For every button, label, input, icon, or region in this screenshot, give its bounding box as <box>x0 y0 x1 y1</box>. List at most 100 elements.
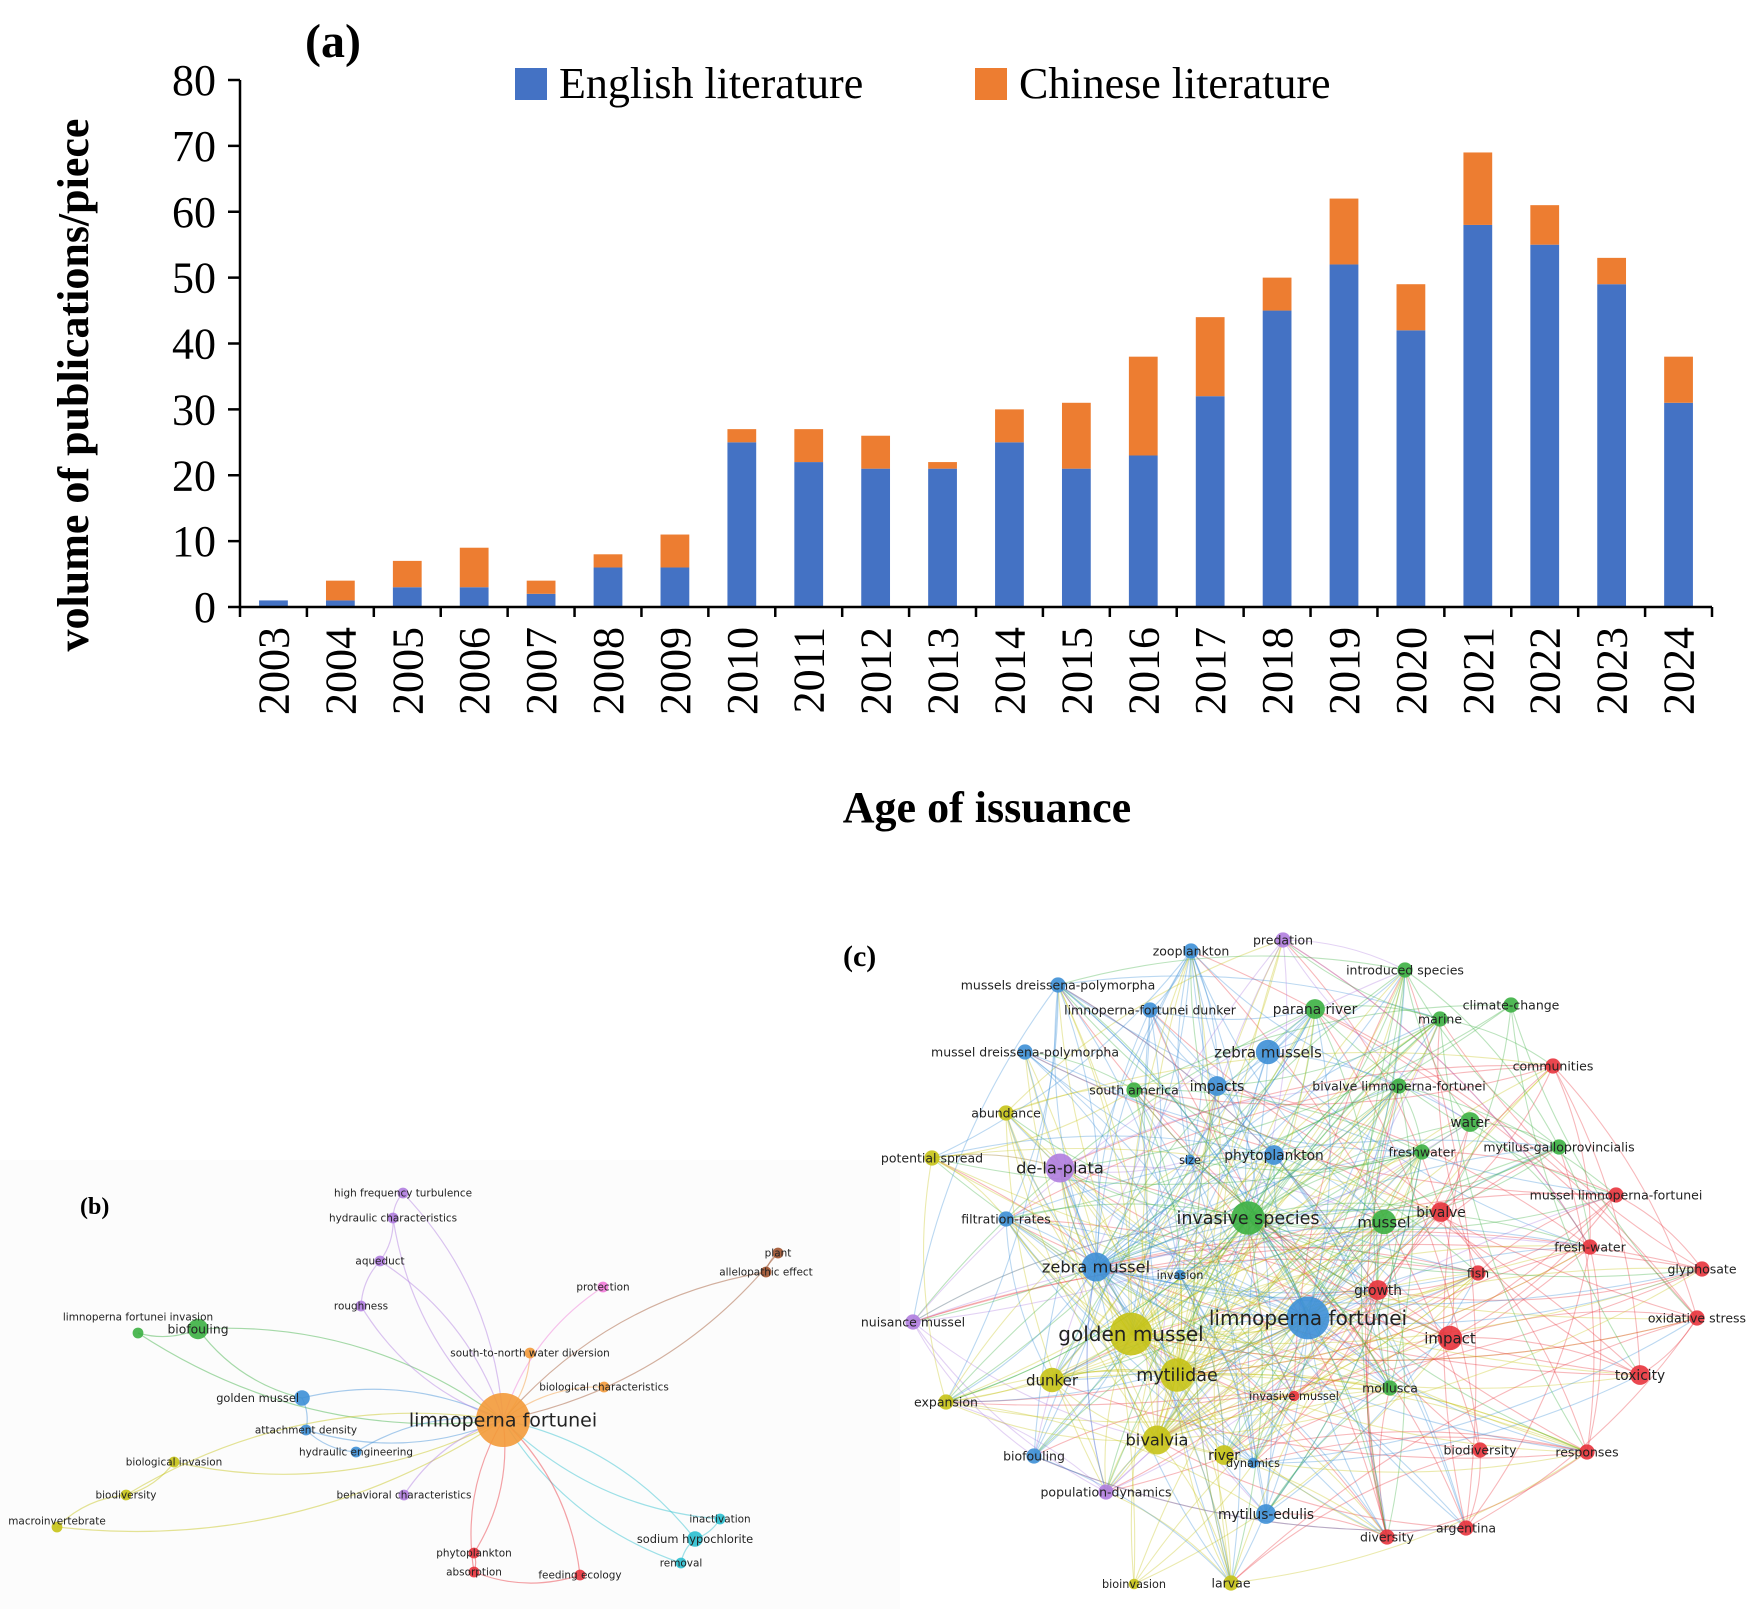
network-edge <box>1190 950 1391 1389</box>
network-edge <box>1247 1217 1467 1529</box>
y-axis: 0 10 20 30 40 50 60 70 80 <box>172 56 242 632</box>
network-edge <box>1156 1337 1451 1441</box>
network-node <box>1223 1575 1239 1591</box>
network-edge <box>1245 1051 1269 1219</box>
network-node-label: argentina <box>1436 1520 1496 1535</box>
network-edge <box>1156 1387 1391 1441</box>
network-node-label: zebra mussels <box>1214 1043 1322 1061</box>
bar-chinese-2014 <box>995 409 1024 443</box>
network-edge <box>1133 1089 1423 1153</box>
network-edge <box>1156 1151 1423 1441</box>
network-edge <box>1133 1004 1512 1091</box>
network-node <box>998 1105 1014 1121</box>
network-edge <box>1176 1289 1379 1376</box>
bar-chinese-2005 <box>392 560 422 588</box>
network-edge <box>1176 1217 1249 1376</box>
network-node-label: dunker <box>1026 1371 1079 1389</box>
network-edge <box>1314 1008 1698 1319</box>
network-node-label: toxicity <box>1615 1368 1665 1384</box>
network-edge <box>1130 1085 1218 1335</box>
network-edge <box>1267 1051 1591 1248</box>
network-node-label: de-la-plata <box>1016 1159 1104 1178</box>
bar-chinese-2007 <box>526 580 556 594</box>
network-node <box>1126 1082 1142 1098</box>
network-edge <box>931 1089 1135 1159</box>
y-tick-label: 0 <box>194 583 216 632</box>
network-node <box>1017 1044 1033 1060</box>
bar-english-2008 <box>593 567 623 607</box>
network-node <box>168 1456 180 1468</box>
network-node-label: freshwater <box>1388 1144 1456 1159</box>
network-edge <box>1156 1439 1388 1538</box>
network-edge <box>1252 1289 1379 1464</box>
network-edge <box>1005 1112 1158 1441</box>
x-tick-label: 2023 <box>1588 627 1637 715</box>
network-node-label: golden mussel <box>1058 1322 1203 1346</box>
network-edge <box>1141 950 1192 1441</box>
network-edge <box>1105 1211 1442 1493</box>
network-edge <box>1558 1146 1595 1453</box>
network-node <box>1437 1325 1463 1351</box>
network-edge <box>1133 1272 1479 1585</box>
network-node-label: fish <box>1467 1265 1489 1280</box>
network-node <box>1689 1310 1705 1326</box>
network-edge <box>1307 1246 1591 1319</box>
network-edge <box>1247 1217 1388 1538</box>
network-edge <box>1156 1395 1295 1441</box>
bar-english-2019 <box>1329 264 1359 607</box>
network-node-label: bivalve <box>1416 1205 1466 1221</box>
network-edge <box>1440 1004 1512 1213</box>
network-edge <box>1095 1221 1385 1270</box>
network-edge <box>1095 1266 1703 1305</box>
network-node <box>1472 1442 1488 1458</box>
network-edge <box>1130 1317 1309 1339</box>
network-node <box>120 1489 132 1501</box>
network-edge <box>1189 1159 1467 1529</box>
y-tick-label: 60 <box>172 188 216 237</box>
network-edge <box>1130 1008 1316 1335</box>
network-edge <box>1230 1449 1481 1584</box>
network-edge <box>945 1221 1385 1403</box>
network-edge <box>1437 1018 1479 1274</box>
bar-chinese-2006 <box>459 547 489 588</box>
bar-chinese-2004 <box>325 580 355 601</box>
network-edge <box>1024 1051 1295 1397</box>
network-node <box>1458 1520 1474 1536</box>
network-edge <box>1133 1089 1181 1276</box>
network-node-label: zebra mussel <box>1042 1258 1150 1277</box>
network-edge <box>1033 1455 1232 1584</box>
network-edge <box>1059 1167 1178 1376</box>
network-node-label: climate-change <box>1463 997 1560 1012</box>
network-edge <box>1033 1455 1467 1531</box>
network-edge <box>1133 1089 1254 1464</box>
network-edge <box>1293 1121 1471 1397</box>
y-tick-label: 40 <box>172 320 216 369</box>
network-node-label: mytilus-edulis <box>1218 1507 1314 1523</box>
network-edge <box>1130 1274 1181 1585</box>
network-edge <box>1033 1051 1269 1457</box>
network-edge <box>1282 939 1441 1020</box>
network-edge <box>1059 1167 1132 1335</box>
network-edge <box>1130 1159 1191 1335</box>
network-node-label: invasive species <box>1176 1209 1319 1229</box>
network-node-label: protection <box>576 1282 629 1294</box>
network-edge <box>402 1192 504 1421</box>
network-edge <box>1057 984 1379 1291</box>
network-edge <box>1440 1211 1588 1453</box>
network-edge <box>1193 1085 1232 1584</box>
network-node-label: impacts <box>1190 1079 1244 1095</box>
network-node-label: hydraulic engineering <box>299 1447 413 1459</box>
network-edge <box>1265 1395 1295 1515</box>
network-edge <box>945 1317 1309 1403</box>
network-node <box>1050 977 1066 993</box>
network-edge <box>945 1401 1267 1515</box>
network-edge <box>945 1085 1400 1403</box>
network-edge <box>1252 1374 1641 1464</box>
network-edge <box>1373 1085 1400 1291</box>
network-node-label: glyphosate <box>1667 1261 1736 1276</box>
bar-english-2005 <box>392 587 422 607</box>
network-edge <box>1223 1289 1379 1456</box>
bar-chinese-2015 <box>1061 402 1091 469</box>
bar-chinese-2013 <box>928 462 957 469</box>
